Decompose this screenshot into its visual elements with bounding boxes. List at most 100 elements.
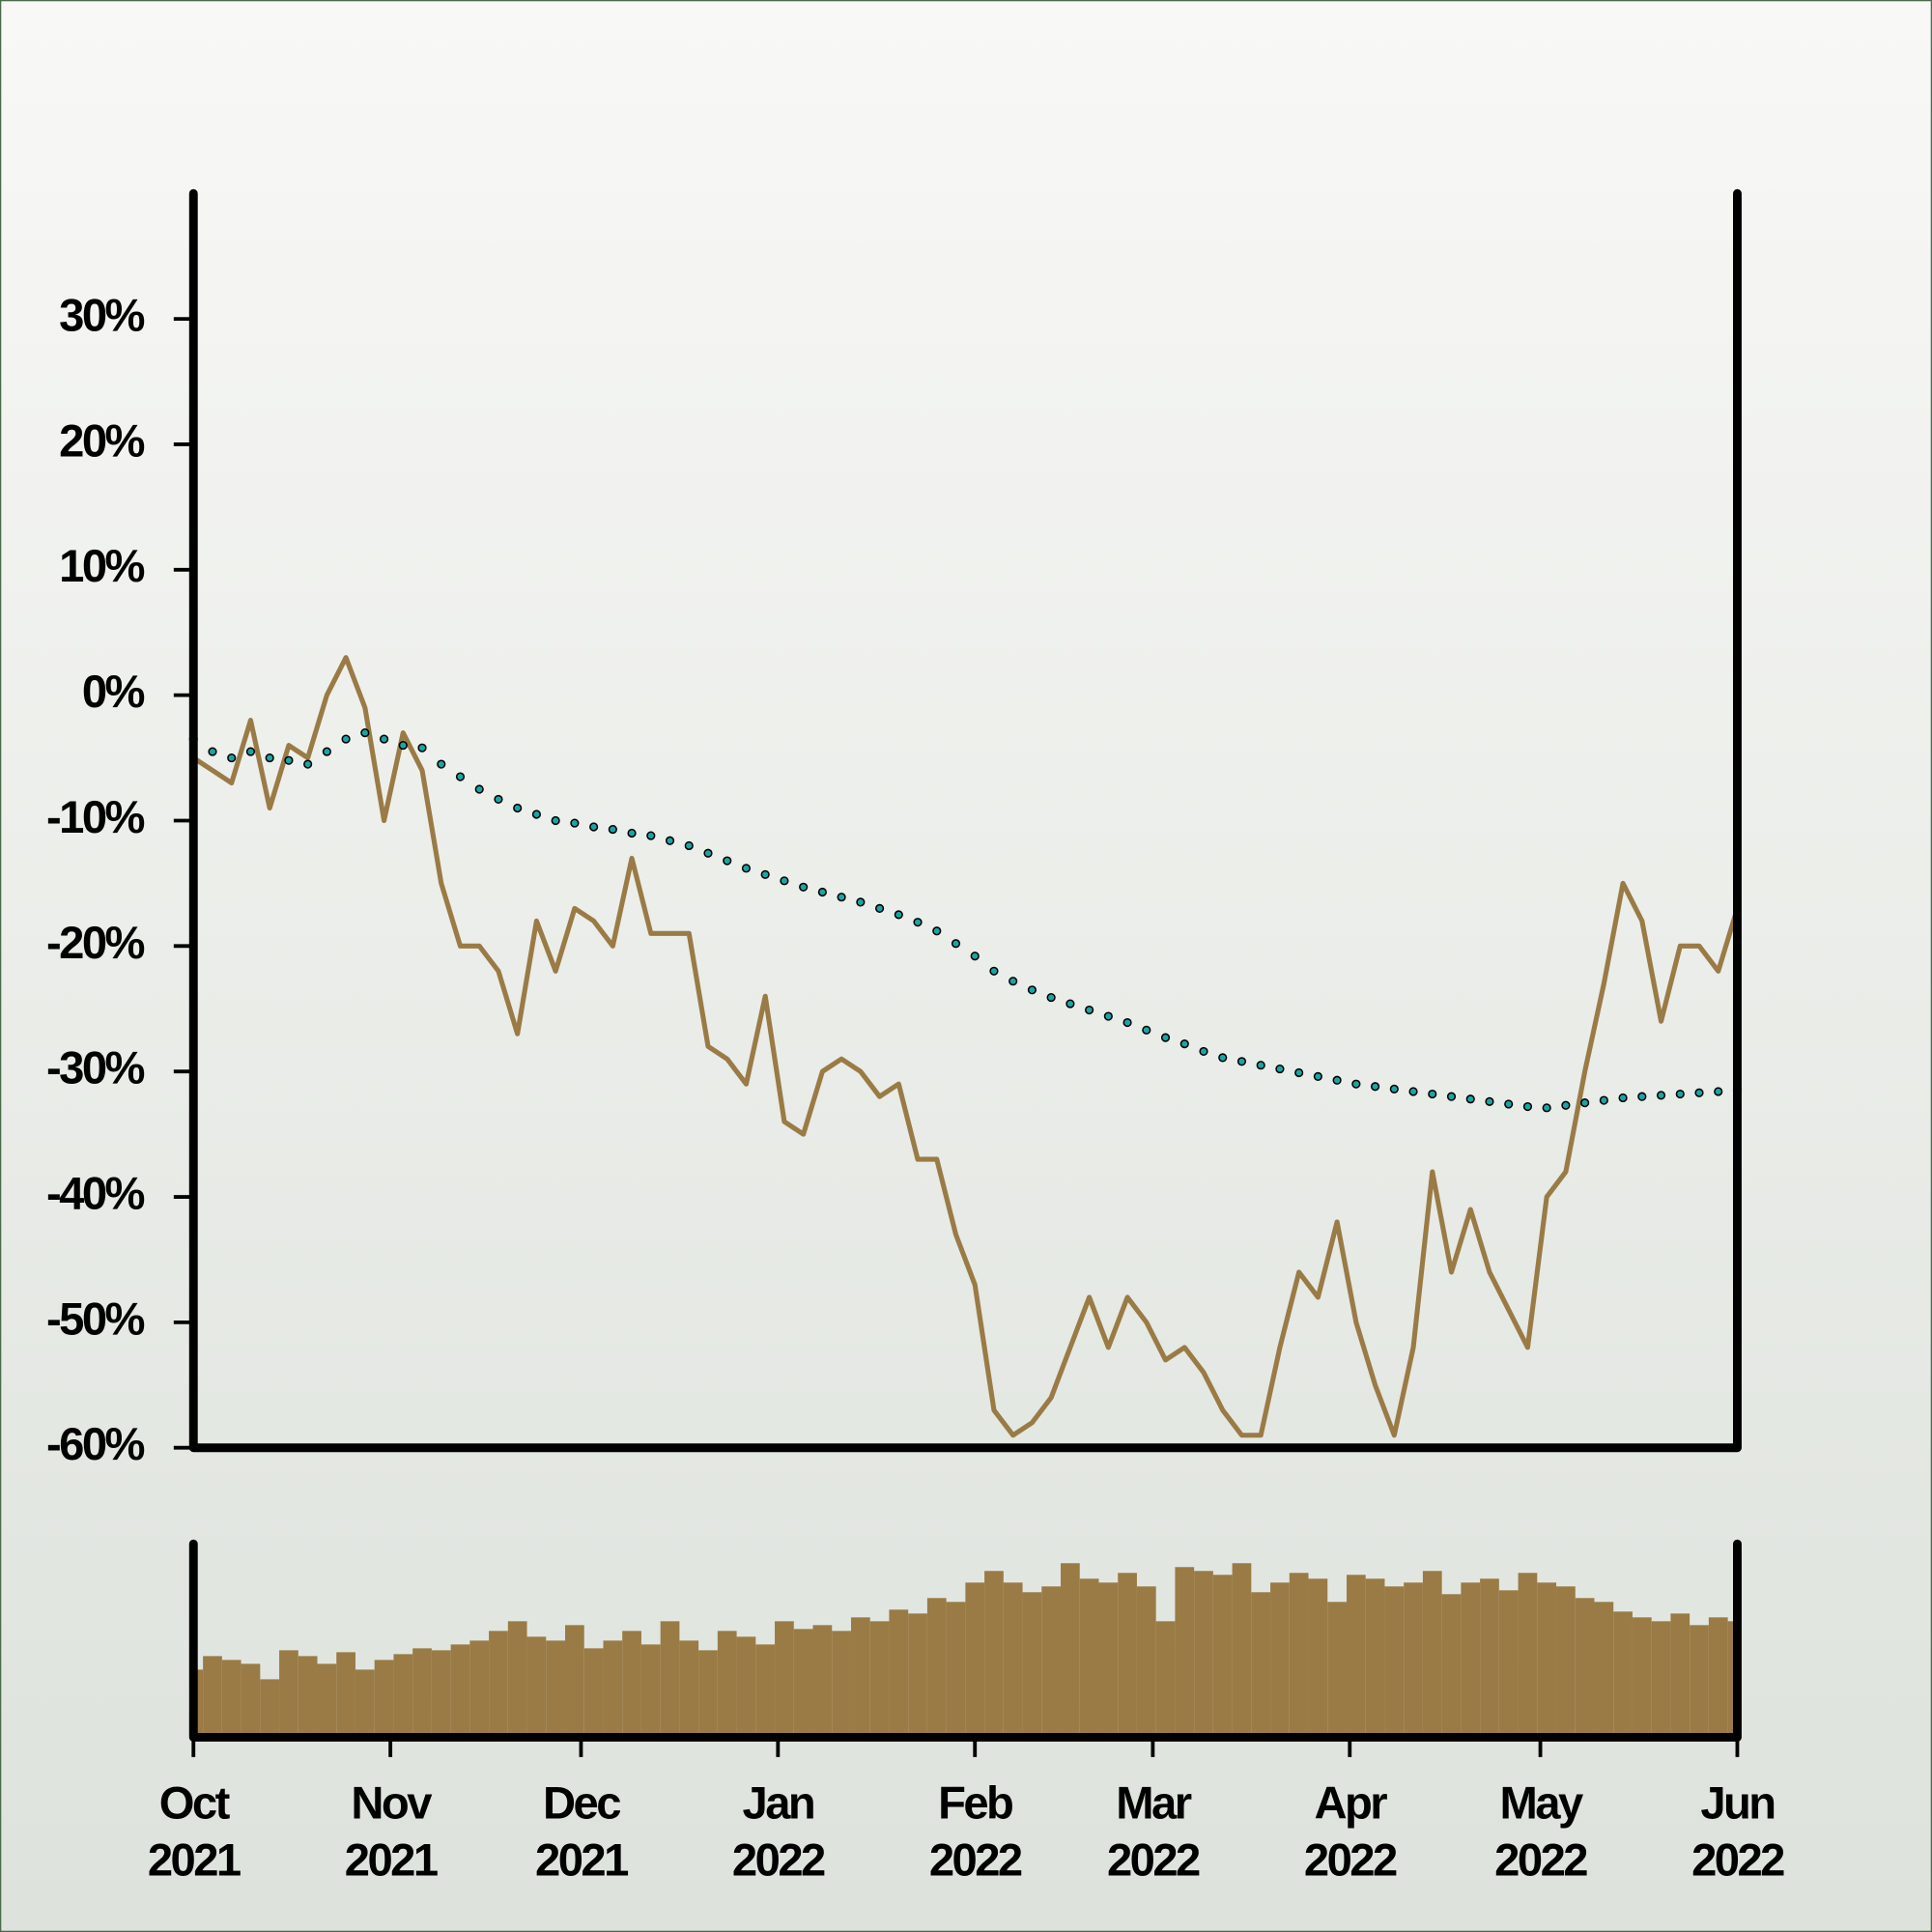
volume-bar [203, 1656, 222, 1738]
ma-dot [1522, 1101, 1533, 1112]
ma-dot [723, 856, 732, 866]
ma-dot [589, 822, 599, 832]
ma-dot [799, 882, 809, 892]
ma-dot [1199, 1046, 1208, 1057]
x-tick-label-line: 2022 [732, 1834, 825, 1886]
ma-dot [951, 939, 961, 949]
volume-bar [583, 1648, 604, 1738]
volume-bar [679, 1640, 699, 1738]
volume-bar [736, 1636, 756, 1738]
x-tick-label-line: Apr [1314, 1778, 1387, 1830]
volume-bar [279, 1650, 298, 1738]
volume-bar [193, 1669, 204, 1738]
volume-bar [717, 1631, 737, 1738]
ma-dot [627, 828, 637, 838]
ma-dot [894, 910, 903, 920]
x-tick-label-line: Mar [1116, 1778, 1191, 1830]
volume-bar [1690, 1625, 1709, 1738]
price-line [191, 655, 1740, 1438]
ma-dot [379, 734, 389, 744]
volume-bar [1556, 1586, 1576, 1738]
ma-dot [284, 755, 294, 765]
x-tick-label: Nov 2021 [345, 1778, 438, 1887]
ma-dot [1294, 1067, 1304, 1078]
volume-bar [1727, 1621, 1738, 1738]
volume-bar [1632, 1617, 1652, 1738]
ma-dot [551, 815, 560, 826]
y-tick-label: 0% [82, 667, 145, 718]
volume-bar [1518, 1573, 1538, 1738]
volume-bar [1270, 1582, 1290, 1738]
x-tick-label: May 2022 [1494, 1778, 1587, 1887]
ma-dot [913, 918, 923, 927]
y-tick-label: -40% [46, 1168, 145, 1219]
ma-dot [1561, 1100, 1571, 1110]
volume-bar [489, 1631, 508, 1738]
volume-bar [1346, 1575, 1366, 1738]
ma-dot [570, 818, 580, 828]
volume-bar [1422, 1571, 1442, 1738]
x-tick-label-line: Nov [351, 1778, 433, 1830]
volume-bar [984, 1571, 1004, 1738]
ma-dot [1637, 1092, 1647, 1101]
volume-bar [1118, 1573, 1137, 1738]
ma-dot [1236, 1057, 1247, 1066]
x-tick-label-line: 2021 [535, 1834, 628, 1886]
ma-dot [398, 740, 408, 751]
volume-bar [1613, 1611, 1633, 1738]
volume-bar [1651, 1621, 1671, 1738]
ma-dot [303, 759, 313, 769]
volume-bar [393, 1654, 413, 1738]
ma-dot [474, 784, 484, 794]
ma-dot [932, 926, 942, 936]
x-tick-label-line: Oct [159, 1778, 231, 1830]
ma-dot [1370, 1082, 1380, 1092]
ma-dot [1313, 1071, 1322, 1081]
y-tick-label: -10% [46, 792, 145, 843]
volume-bar [1461, 1582, 1481, 1738]
volume-bar [793, 1629, 813, 1738]
ma-dot [874, 903, 885, 913]
ma-dot [1046, 992, 1056, 1003]
ma-dot [741, 864, 752, 873]
ma-dot [665, 836, 675, 845]
volume-bar [221, 1660, 242, 1738]
ma-dot [989, 966, 999, 976]
volume-bar [260, 1679, 280, 1738]
volume-bar [469, 1640, 490, 1738]
volume-bar [507, 1621, 527, 1738]
y-tick-label: 10% [59, 541, 144, 592]
ma-dot [1599, 1095, 1608, 1105]
x-tick-label: Dec 2021 [535, 1778, 628, 1887]
ma-dot [1694, 1088, 1704, 1097]
volume-bar [622, 1631, 641, 1738]
x-tick-label: Oct 2021 [148, 1778, 241, 1887]
x-tick-label-line: 2022 [1691, 1834, 1784, 1886]
volume-bar [1308, 1578, 1328, 1738]
ma-dot [837, 893, 846, 902]
volume-bar [355, 1669, 375, 1738]
volume-bar [1155, 1621, 1176, 1738]
volume-bar [336, 1652, 355, 1738]
ma-dot [1580, 1098, 1590, 1108]
volume-frame [188, 1539, 1742, 1742]
ma-dot [1218, 1053, 1228, 1063]
axis-frame [188, 188, 1742, 1453]
volume-bar [1098, 1582, 1119, 1738]
volume-bar [1212, 1575, 1233, 1738]
ma-dot [494, 794, 503, 805]
volume-bar [1041, 1586, 1062, 1738]
x-tick-label: Mar 2022 [1107, 1778, 1200, 1887]
volume-bar [1022, 1592, 1042, 1738]
volume-bar [640, 1644, 661, 1738]
volume-bar [526, 1636, 547, 1738]
ma-dot [1351, 1079, 1361, 1089]
volume-bar [565, 1625, 584, 1738]
volume-bar [908, 1613, 927, 1738]
volume-bar [889, 1609, 909, 1738]
ma-dot [1065, 999, 1075, 1009]
ma-dot [1027, 985, 1037, 995]
volume-bar [374, 1660, 394, 1738]
volume-bar [1498, 1590, 1519, 1738]
